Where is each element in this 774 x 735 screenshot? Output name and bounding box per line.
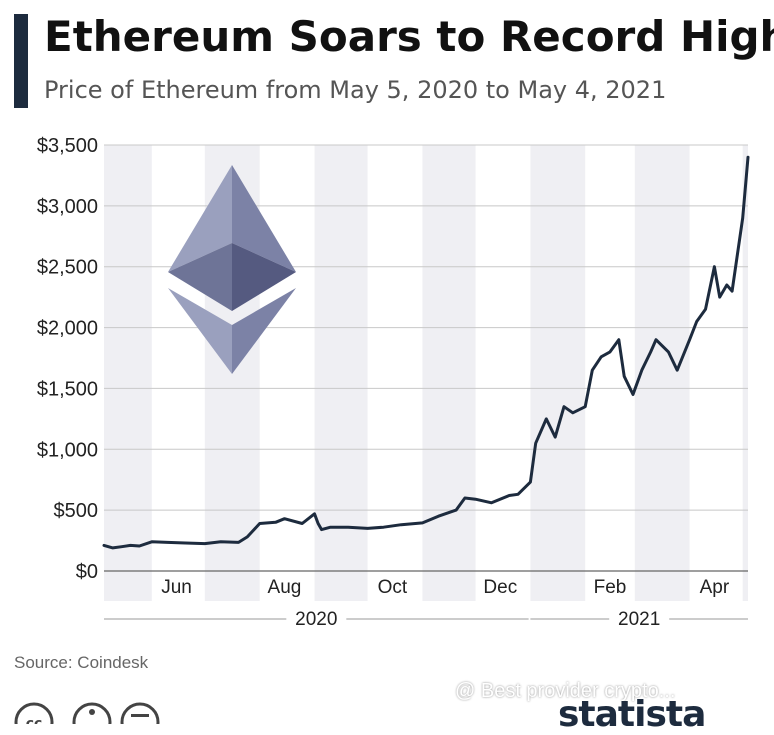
equals-icon (120, 702, 160, 724)
year-label: 2021 (618, 609, 660, 630)
license-icons: cc (14, 702, 160, 724)
month-band (530, 145, 586, 601)
creative-commons-icon: cc (14, 702, 54, 724)
attribution-icon (72, 702, 112, 724)
month-band (314, 145, 368, 601)
month-band (422, 145, 476, 601)
price-series-line (102, 155, 750, 550)
y-tick-label: $3,000 (37, 196, 98, 218)
title-accent-bar (14, 14, 28, 108)
svg-text:cc: cc (26, 716, 43, 724)
y-tick-label: $1,500 (37, 378, 98, 400)
x-tick-label: Jun (161, 577, 192, 598)
y-tick-label: $0 (76, 561, 98, 583)
y-tick-label: $500 (54, 500, 99, 522)
ethereum-logo-icon (168, 165, 296, 374)
y-tick-label: $3,500 (37, 135, 98, 157)
x-tick-label: Dec (483, 577, 517, 598)
chart-subtitle: Price of Ethereum from May 5, 2020 to Ma… (44, 76, 667, 104)
x-tick-label: Feb (594, 577, 627, 598)
source-note: Source: Coindesk (14, 653, 149, 672)
price-chart: $0 $500 $1,000 $1,500 $2,000 $2,500 $3,000 $3,5… (37, 135, 750, 630)
year-label: 2020 (295, 609, 337, 630)
month-band (634, 145, 690, 601)
x-tick-label: Aug (268, 577, 302, 598)
month-band (104, 145, 152, 601)
statista-logo-icon: statista (558, 694, 706, 735)
y-tick-label: $2,000 (37, 318, 98, 340)
x-tick-label: Apr (700, 577, 730, 598)
x-tick-label: Oct (378, 577, 408, 598)
chart-title: Ethereum Soars to Record High (44, 12, 774, 61)
y-tick-label: $2,500 (37, 257, 98, 279)
watermark-text: @ Best provider crypto... (455, 680, 676, 702)
y-tick-label: $1,000 (37, 439, 98, 461)
month-band (742, 145, 748, 601)
